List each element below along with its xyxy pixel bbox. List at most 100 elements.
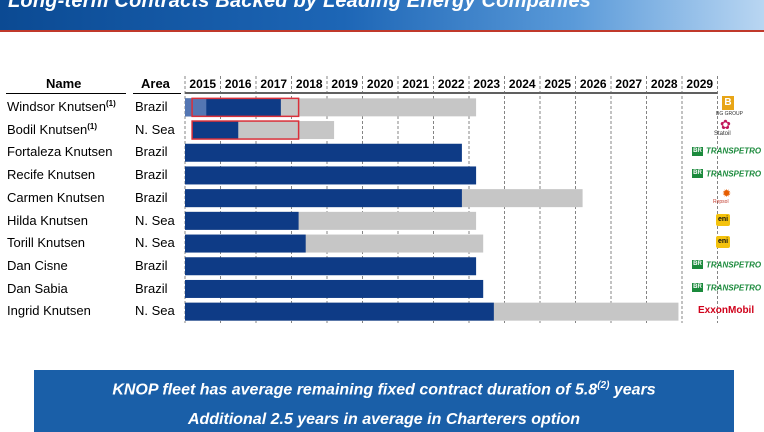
year-label-2029: 2029 — [686, 77, 713, 91]
name-header-underline — [6, 93, 126, 94]
br-icon: BR — [692, 282, 703, 292]
vessel-name-text: Dan Sabia — [7, 280, 68, 296]
year-label-2025: 2025 — [544, 77, 571, 91]
statoil-logo: ✿ Statoil — [714, 117, 731, 137]
fixed-bar-recife-knutsen — [185, 166, 477, 185]
area-header-underline — [133, 93, 181, 94]
summary-footnote-mark: (2) — [597, 380, 610, 391]
highlight-box-bodil-knutsen — [191, 120, 300, 140]
bg-group-logo: B BG GROUP — [716, 96, 743, 117]
vessel-area: Brazil — [135, 144, 168, 160]
vessel-area: Brazil — [135, 99, 168, 114]
header-rule — [0, 30, 764, 32]
bg-group-icon: B — [722, 96, 734, 110]
column-header-area: Area — [141, 76, 170, 91]
vessel-name: Fortaleza Knutsen — [7, 144, 113, 159]
year-label-2027: 2027 — [615, 77, 642, 91]
br-icon: BR — [692, 260, 703, 270]
page-title: Long-term Contracts Backed by Leading En… — [8, 0, 592, 12]
transpetro-logo: BR TRANSPETRO — [692, 169, 762, 179]
vessel-area: N. Sea — [135, 212, 175, 228]
year-label-2018: 2018 — [296, 77, 323, 91]
vessel-name-text: Recife Knutsen — [7, 167, 96, 183]
transpetro-label: TRANSPETRO — [706, 260, 762, 270]
vessel-area: Brazil — [135, 257, 168, 273]
fixed-bar-fortaleza-knutsen — [185, 143, 462, 162]
vessel-name: Windsor Knutsen(1) — [7, 99, 116, 114]
transpetro-label: TRANSPETRO — [706, 169, 762, 179]
fixed-bar-early-windsor-knutsen — [185, 98, 207, 117]
vessel-name: Ingrid Knutsen — [7, 303, 91, 318]
vessel-footnote-mark: (1) — [106, 99, 116, 108]
summary-banner: KNOP fleet has average remaining fixed c… — [34, 370, 734, 432]
eni-logo: eni — [712, 213, 730, 226]
vessel-area: N. Sea — [135, 303, 175, 319]
repsol-label: Repsol — [713, 198, 729, 205]
vessel-name: Bodil Knutsen(1) — [7, 122, 97, 137]
vessel-name: Carmen Knutsen — [7, 190, 105, 205]
eni-icon: eni — [716, 236, 730, 249]
statoil-icon: ✿ — [720, 117, 731, 132]
summary-line-1-text: KNOP fleet has average remaining fixed c… — [112, 381, 598, 399]
exxonmobil-label: ExxonMobil — [698, 305, 755, 317]
year-label-2021: 2021 — [402, 77, 429, 91]
fixed-bar-bodil-knutsen — [192, 121, 239, 140]
vessel-name-text: Dan Cisne — [7, 257, 68, 273]
bg-group-label: BG GROUP — [716, 111, 743, 117]
summary-line-2: Additional 2.5 years in average in Chart… — [187, 411, 581, 428]
fixed-bar-ingrid-knutsen — [185, 302, 494, 321]
year-label-2022: 2022 — [438, 77, 465, 91]
vessel-name-text: Torill Knutsen — [7, 235, 86, 251]
vessel-name: Recife Knutsen — [7, 167, 95, 182]
eni-logo: eni — [712, 236, 730, 249]
vessel-footnote-mark: (1) — [87, 121, 98, 131]
repsol-icon: ✹ — [722, 187, 732, 200]
fixed-bar-carmen-knutsen — [185, 189, 462, 208]
exxonmobil-logo: ExxonMobil — [698, 305, 754, 316]
column-header-name: Name — [46, 76, 82, 91]
vessel-name-text: Windsor Knutsen — [7, 99, 106, 114]
br-icon: BR — [692, 146, 703, 156]
vessel-area: N. Sea — [135, 121, 175, 137]
transpetro-logo: BR TRANSPETRO — [692, 260, 762, 270]
summary-line-1-unit: years — [609, 381, 656, 399]
statoil-label: Statoil — [714, 131, 731, 137]
vessel-area: Brazil — [135, 189, 168, 205]
transpetro-logo: BR TRANSPETRO — [692, 282, 762, 292]
br-icon: BR — [692, 169, 703, 179]
vessel-name-text: Hilda Knutsen — [7, 212, 88, 228]
fixed-bar-dan-sabia — [185, 279, 484, 298]
fixed-bar-windsor-knutsen — [185, 98, 281, 117]
year-label-2017: 2017 — [260, 77, 287, 91]
vessel-name-text: Ingrid Knutsen — [7, 303, 91, 319]
vessel-name-text: Bodil Knutsen — [7, 121, 88, 137]
fixed-bar-torill-knutsen — [185, 234, 306, 253]
vessel-name-text: Carmen Knutsen — [7, 189, 105, 205]
repsol-logo: ✹ Repsol — [708, 187, 732, 205]
vessel-name: Dan Sabia — [7, 281, 68, 296]
transpetro-logo: BR TRANSPETRO — [692, 146, 762, 156]
year-label-2024: 2024 — [509, 77, 536, 91]
vessel-area: Brazil — [135, 280, 168, 296]
year-label-2023: 2023 — [473, 77, 500, 91]
fixed-bar-dan-cisne — [185, 257, 477, 276]
year-label-2026: 2026 — [580, 77, 607, 91]
vessel-name: Hilda Knutsen — [7, 213, 88, 228]
year-label-2019: 2019 — [331, 77, 358, 91]
vessel-name: Torill Knutsen — [7, 235, 85, 250]
year-label-2015: 2015 — [189, 77, 216, 91]
vessel-name: Dan Cisne — [7, 258, 68, 273]
year-label-2016: 2016 — [225, 77, 252, 91]
summary-line-1: KNOP fleet has average remaining fixed c… — [34, 380, 734, 399]
vessel-area: N. Sea — [135, 235, 175, 251]
highlight-box-windsor-knutsen — [191, 97, 300, 118]
vessel-name-text: Fortaleza Knutsen — [7, 144, 113, 160]
transpetro-label: TRANSPETRO — [706, 282, 762, 292]
year-label-2028: 2028 — [651, 77, 678, 91]
fixed-bar-hilda-knutsen — [185, 211, 299, 230]
eni-icon: eni — [716, 213, 730, 226]
title-banner: Long-term Contracts Backed by Leading En… — [0, 0, 764, 30]
transpetro-label: TRANSPETRO — [706, 146, 762, 156]
year-label-2020: 2020 — [367, 77, 394, 91]
